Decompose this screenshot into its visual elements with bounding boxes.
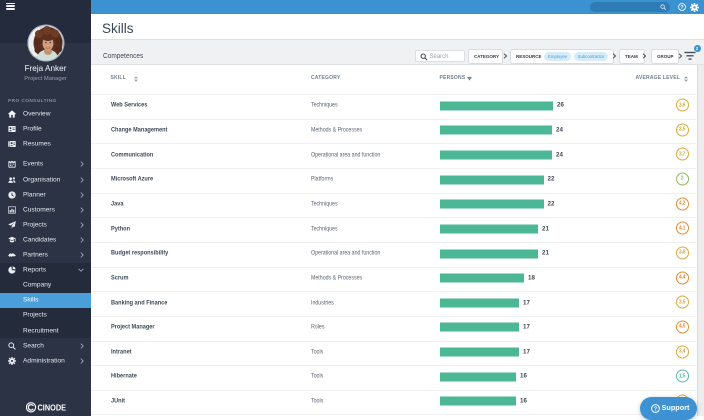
svg-text:?: ?	[653, 406, 657, 412]
svg-text:CINODE: CINODE	[38, 403, 67, 413]
svg-text:?: ?	[680, 5, 683, 11]
